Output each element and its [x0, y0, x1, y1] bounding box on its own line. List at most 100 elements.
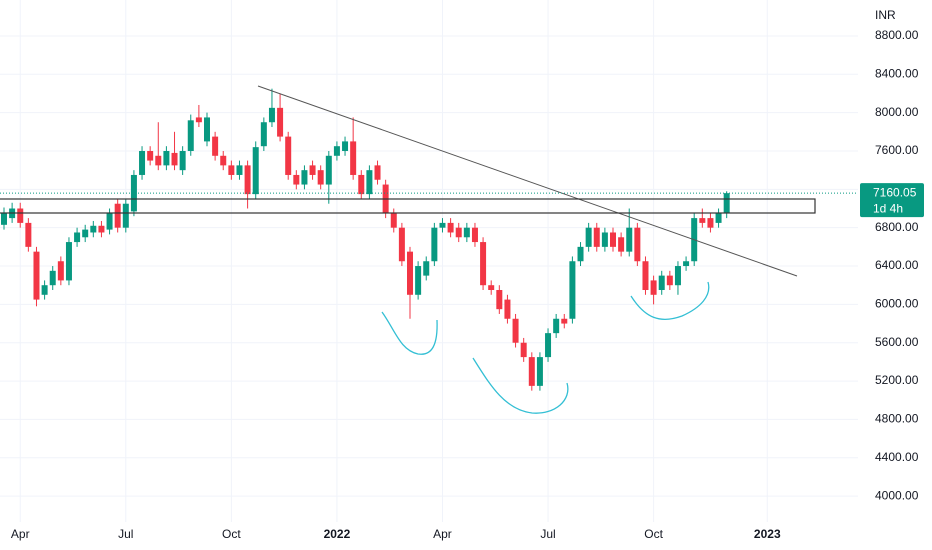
- candle-body: [285, 136, 292, 175]
- candle-body: [163, 150, 170, 166]
- x-tick-label: 2022: [324, 527, 351, 541]
- candle-body: [610, 232, 616, 247]
- candle-body: [212, 136, 219, 156]
- candle-body: [528, 357, 535, 386]
- y-tick-label: 5200.00: [875, 373, 919, 387]
- candle-body: [98, 225, 105, 233]
- y-tick-label: 4000.00: [875, 488, 919, 502]
- candle-body: [707, 218, 714, 228]
- y-tick-label: 8000.00: [875, 105, 919, 119]
- candle-body: [642, 261, 649, 290]
- y-tick-label: 5600.00: [875, 335, 919, 349]
- currency-label: INR: [875, 8, 896, 22]
- candle-body: [439, 222, 446, 228]
- candle-body: [626, 227, 633, 252]
- candle-body: [25, 222, 32, 247]
- candle-body: [715, 213, 722, 223]
- candle-body: [423, 261, 430, 276]
- y-tick-label: 4800.00: [875, 412, 919, 426]
- candle-body: [569, 261, 576, 319]
- candle-body: [601, 232, 608, 247]
- candle-body: [618, 237, 625, 252]
- y-tick-label: 6000.00: [875, 297, 919, 311]
- candle-body: [171, 152, 178, 166]
- x-tick-label: Jul: [118, 527, 133, 541]
- candle-body: [122, 203, 129, 228]
- y-tick-label: 8400.00: [875, 66, 919, 80]
- candle-body: [333, 146, 340, 156]
- candle-body: [49, 270, 56, 286]
- x-tick-label: Oct: [644, 527, 663, 541]
- candle-body: [699, 218, 706, 223]
- candle-body: [236, 165, 243, 175]
- x-tick-label: Apr: [433, 527, 452, 541]
- candle-body: [561, 318, 568, 324]
- candle-body: [268, 107, 275, 123]
- candle-body: [415, 266, 422, 295]
- candle-body: [57, 261, 64, 281]
- candle-body: [260, 122, 267, 147]
- candle-body: [366, 170, 373, 195]
- candle-body: [545, 333, 552, 358]
- candles: [1, 88, 730, 391]
- candle-body: [585, 227, 592, 247]
- candle-body: [90, 225, 97, 233]
- candle-body: [358, 174, 365, 195]
- candle-body: [496, 290, 503, 310]
- y-tick-label: 7600.00: [875, 143, 919, 157]
- trendline: [257, 85, 798, 277]
- hand-drawn-curve: [630, 281, 710, 320]
- candle-body: [650, 280, 657, 295]
- candle-body: [520, 342, 527, 358]
- candle-body: [1, 213, 7, 225]
- y-tick-label: 8800.00: [875, 28, 919, 42]
- candle-body: [277, 107, 284, 137]
- grid: [0, 0, 858, 522]
- candle-body: [374, 165, 381, 180]
- x-tick-label: Apr: [11, 527, 30, 541]
- candle-body: [480, 242, 487, 286]
- x-tick-label: 2023: [754, 527, 781, 541]
- hand-drawn-curve: [472, 357, 569, 414]
- candle-body: [398, 227, 405, 262]
- candle-body: [577, 246, 584, 262]
- candle-body: [228, 165, 235, 175]
- candle-body: [723, 193, 730, 214]
- candle-body: [220, 155, 227, 166]
- candle-body: [244, 165, 251, 195]
- y-tick-label: 4400.00: [875, 450, 919, 464]
- candle-body: [139, 150, 146, 175]
- candle-body: [666, 275, 673, 286]
- candle-body: [195, 117, 202, 123]
- hand-drawn-curve: [381, 311, 438, 355]
- candle-body: [114, 203, 121, 228]
- candle-body: [683, 261, 690, 267]
- candle-body: [512, 318, 519, 343]
- candle-body: [471, 227, 478, 243]
- candle-body: [350, 141, 357, 175]
- candle-body: [155, 155, 162, 166]
- candle-body: [74, 232, 81, 243]
- last-price-box: [860, 183, 924, 218]
- candle-body: [301, 170, 308, 185]
- candle-body: [65, 242, 72, 281]
- last-price-label: 7160.05: [873, 185, 917, 199]
- candle-body: [390, 213, 397, 228]
- candle-body: [325, 155, 332, 185]
- candle-body: [309, 165, 316, 175]
- candle-body: [463, 227, 470, 238]
- candle-body: [593, 227, 600, 247]
- candle-body: [130, 174, 137, 212]
- y-tick-label: 6400.00: [875, 258, 919, 272]
- candle-body: [179, 150, 186, 171]
- x-tick-label: Jul: [540, 527, 555, 541]
- candle-body: [106, 213, 113, 230]
- candle-body: [674, 266, 681, 286]
- candle-body: [447, 222, 454, 233]
- candle-body: [488, 285, 495, 290]
- candle-body: [147, 150, 154, 161]
- resistance-zone: [0, 198, 816, 214]
- candle-body: [504, 299, 511, 319]
- candle-body: [536, 357, 543, 386]
